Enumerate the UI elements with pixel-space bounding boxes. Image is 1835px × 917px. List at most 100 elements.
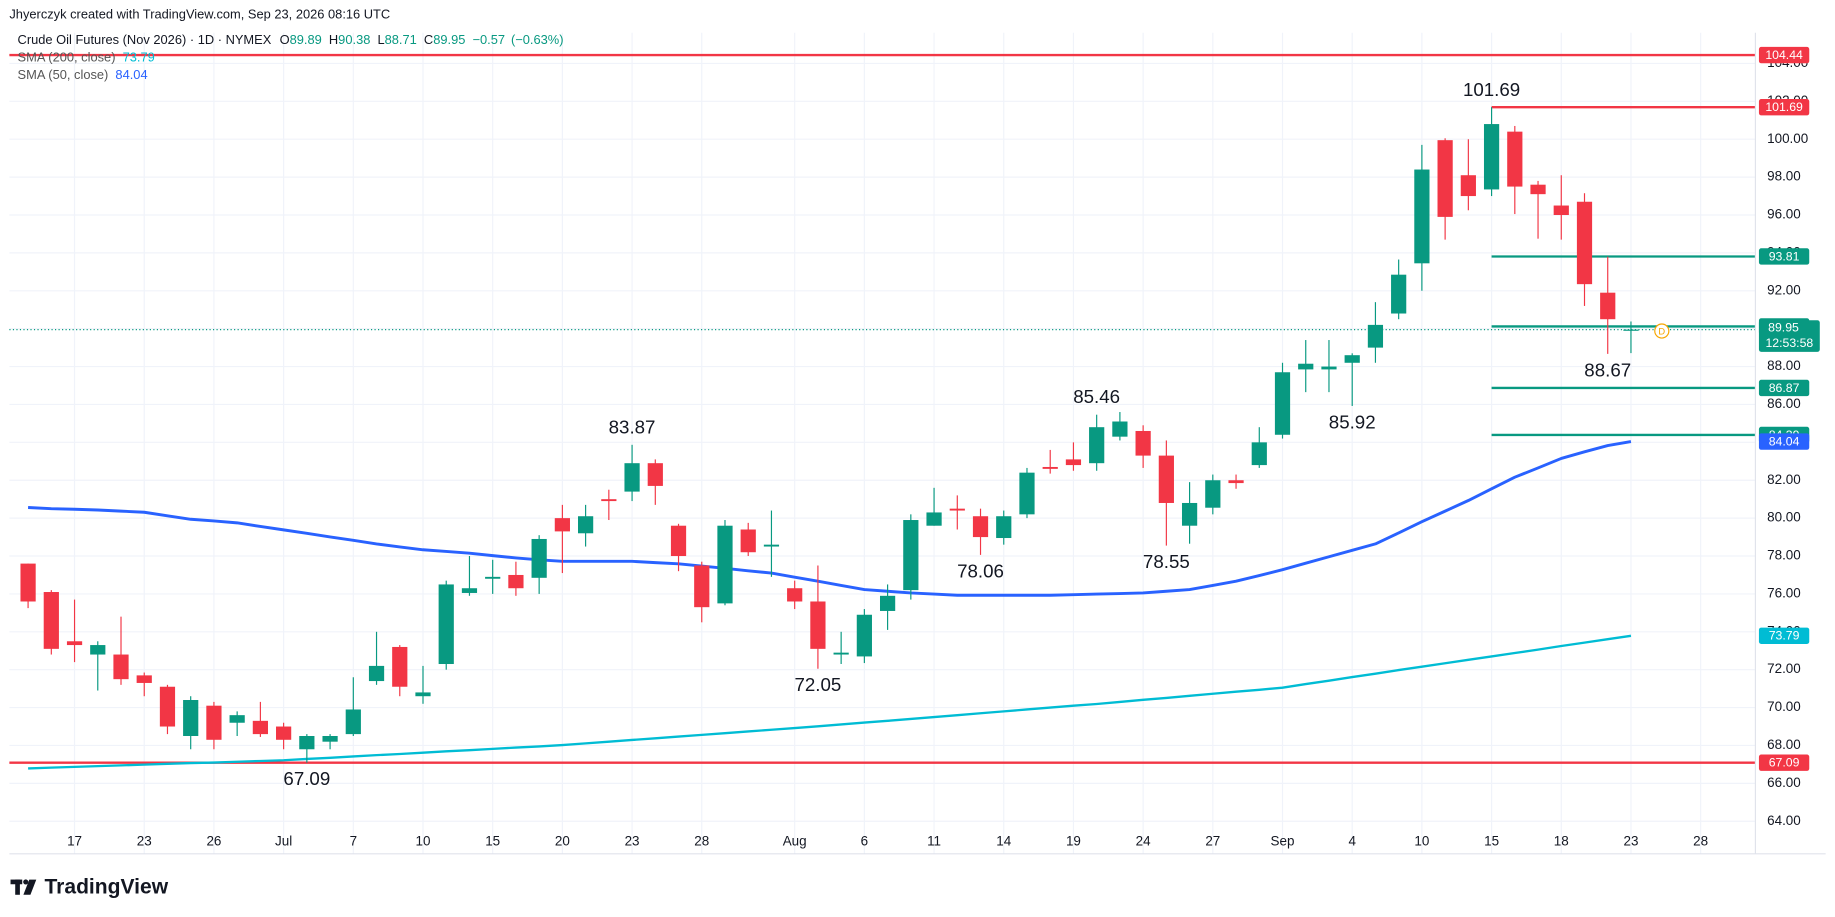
candle-body: [113, 654, 129, 680]
candle-body: [578, 516, 594, 534]
candle-body: [949, 508, 965, 511]
y-tick-label: 98.00: [1767, 169, 1801, 184]
candle-body: [740, 529, 756, 553]
candle-body: [1181, 502, 1198, 526]
y-tick-label: 92.00: [1767, 282, 1801, 297]
x-tick-label: 23: [1623, 834, 1638, 849]
sma-badge-bg: [1758, 433, 1810, 450]
low-annotation: 85.92: [1329, 411, 1376, 432]
candle-body: [717, 525, 733, 604]
ohlc-value: 89.89: [290, 32, 322, 47]
candle-body: [1112, 421, 1128, 437]
legend-value: 84.04: [115, 67, 147, 82]
x-tick-label: 6: [861, 834, 868, 849]
candle-body: [554, 518, 570, 532]
x-tick-label: 20: [555, 834, 570, 849]
candle-body: [1414, 169, 1430, 264]
candle-body: [879, 595, 896, 611]
high-annotation: 85.46: [1073, 386, 1120, 407]
legend-value: 73.79: [123, 50, 155, 65]
y-tick-label: 82.00: [1767, 472, 1801, 487]
candle-body: [856, 614, 872, 657]
annotations: 101.69 83.87 85.46 88.67 85.92 78.06 78.55 72.0…: [283, 79, 1631, 789]
logo-part: [15, 879, 20, 895]
high-annotation: 101.69: [1463, 79, 1520, 100]
dividend-icon-letter: D: [1658, 327, 1665, 337]
y-tick-label: 64.00: [1767, 813, 1801, 828]
candle-body: [1321, 366, 1337, 370]
level-badge: 104.44: [1765, 48, 1803, 62]
candle-body: [1437, 140, 1453, 217]
candle-body: [694, 565, 710, 608]
candle-body: [229, 715, 245, 723]
x-tick-label: Sep: [1271, 834, 1295, 849]
x-tick-label: 19: [1066, 834, 1081, 849]
candle-body: [1507, 131, 1523, 187]
ray-badge-bg: [1758, 248, 1810, 265]
y-tick-label: 78.00: [1767, 548, 1801, 563]
x-tick-label: 15: [485, 834, 500, 849]
sma-badge: 73.79: [1769, 629, 1800, 643]
candle-body: [438, 584, 454, 665]
candle-body: [833, 652, 849, 655]
change: −0.57: [473, 32, 506, 47]
candle-body: [1600, 292, 1616, 320]
ray-badge: 86.87: [1769, 381, 1800, 395]
candle-body: [66, 641, 83, 646]
dividend-icon[interactable]: [1654, 323, 1670, 339]
candle-body: [926, 512, 942, 526]
legend-name: SMA (200, close): [18, 50, 116, 65]
low-annotation: 78.06: [957, 560, 1004, 581]
candle-body: [1344, 355, 1360, 363]
candle-body: [1135, 430, 1151, 456]
candle-body: [1228, 480, 1244, 484]
ohlc-letter: C: [424, 32, 433, 47]
candle-body: [601, 499, 617, 502]
candle-body: [368, 665, 385, 682]
x-tick-label: 10: [416, 834, 431, 849]
last-price-badge: 89.95: [1768, 321, 1799, 335]
x-tick-label: 11: [927, 834, 941, 849]
candle-body: [345, 709, 361, 735]
brand: TradingView: [44, 875, 168, 898]
candle-body: [159, 686, 176, 727]
y-tick-label: 100.00: [1767, 131, 1808, 146]
sma-line: [28, 440, 1632, 597]
legend-entry[interactable]: SMA (200, close) 73.79: [18, 50, 155, 65]
candle-body: [1065, 459, 1082, 466]
candle-body: [1553, 205, 1569, 216]
candle-body: [972, 516, 989, 538]
candle-body: [252, 720, 268, 735]
price-badges: 104.4467.09101.6993.8190.1286.8784.3973.…: [1758, 46, 1820, 771]
candle-body: [1576, 201, 1593, 285]
legend-entry[interactable]: SMA (50, close) 84.04: [18, 67, 148, 82]
candle-body: [810, 601, 826, 649]
low-annotation: 72.05: [794, 674, 841, 695]
candle-body: [903, 520, 919, 591]
y-tick-label: 70.00: [1767, 699, 1801, 714]
sma-badge: 84.04: [1769, 434, 1800, 448]
candle-body: [647, 463, 663, 486]
levels: [9, 53, 1756, 764]
countdown: 12:53:58: [1765, 336, 1813, 350]
x-tick-label: 24: [1136, 834, 1151, 849]
x-tick-label: 17: [67, 834, 82, 849]
candle-body: [20, 563, 36, 602]
low-annotation: 67.09: [283, 768, 330, 789]
candle-body: [996, 516, 1012, 539]
candle-body: [136, 675, 152, 683]
x-tick-label: 23: [625, 834, 640, 849]
x-tick-label: 28: [694, 834, 709, 849]
x-tick-label: 15: [1484, 834, 1499, 849]
symbol-title: Crude Oil Futures (Nov 2026) · 1D · NYME…: [18, 32, 272, 47]
candle-body: [322, 735, 338, 742]
candle-body: [1274, 372, 1291, 435]
brand-logo: [10, 879, 37, 895]
sma-line: [28, 634, 1632, 770]
x-tick-label: 10: [1414, 834, 1429, 849]
candle-body: [415, 692, 431, 697]
y-tick-label: 86.00: [1767, 396, 1801, 411]
candle-body: [1089, 427, 1105, 464]
